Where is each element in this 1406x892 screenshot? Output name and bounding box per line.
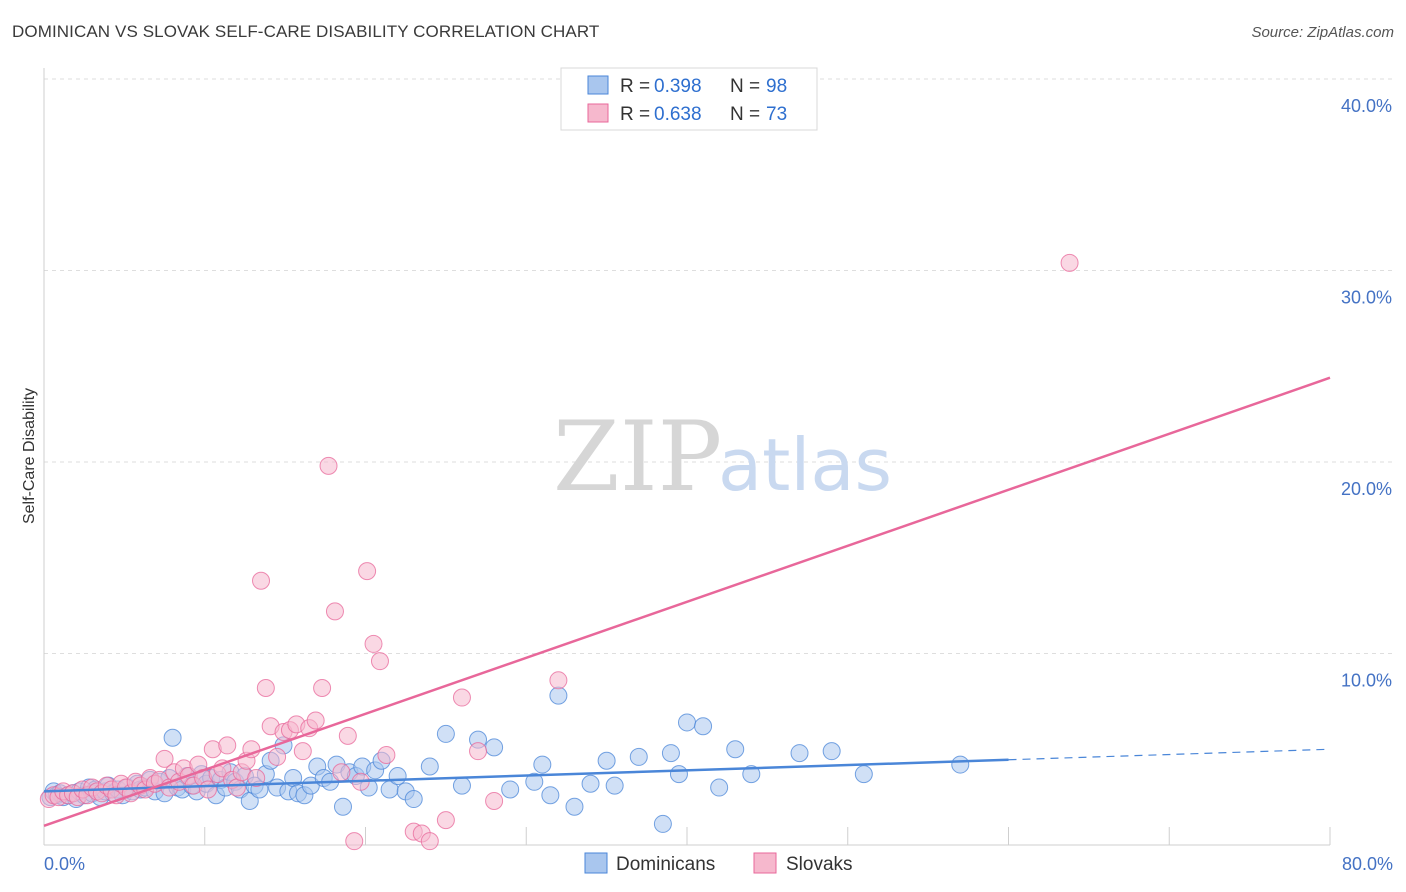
- slovak-point: [420, 832, 439, 851]
- dominican-point: [525, 772, 544, 791]
- slovak-point: [452, 688, 471, 707]
- dominican-point: [822, 742, 841, 761]
- watermark-atlas: atlas: [718, 423, 892, 507]
- dominican-point: [485, 738, 504, 757]
- slovak-point: [485, 791, 504, 810]
- slovak-point: [313, 678, 332, 697]
- legend-swatch-slovaks: [587, 103, 609, 123]
- slovak-point: [293, 742, 312, 761]
- slovak-point: [364, 634, 383, 653]
- dominican-point: [565, 797, 584, 816]
- dominican-point: [694, 717, 713, 736]
- slovak-point: [227, 778, 246, 797]
- slovak-point: [469, 742, 488, 761]
- slovaks-trend-line: [43, 376, 1331, 828]
- dominican-point: [742, 765, 761, 784]
- dominican-point: [436, 724, 455, 743]
- legend-n-value-dominicans: 98: [766, 76, 787, 97]
- slovak-point: [549, 671, 568, 690]
- dominican-point: [541, 786, 560, 805]
- legend-r-value-slovaks: 0.638: [654, 104, 702, 125]
- y-tick-label: 40.0%: [1341, 96, 1392, 116]
- dominican-point: [388, 767, 407, 786]
- slovak-point: [377, 745, 396, 764]
- legend-n-value-slovaks: 73: [766, 104, 787, 125]
- slovak-point: [268, 747, 287, 766]
- legend-n-label-slovaks: N =: [730, 104, 760, 125]
- y-tick-label: 10.0%: [1341, 671, 1392, 691]
- chart-source: Source: ZipAtlas.com: [1251, 24, 1394, 41]
- dominican-point: [790, 744, 809, 763]
- slovak-point: [218, 736, 237, 755]
- slovak-point: [247, 768, 266, 787]
- ticks-layer: 10.0% 20.0% 30.0% 40.0% 0.0% 80.0%: [44, 96, 1393, 874]
- slovak-point: [306, 711, 325, 730]
- dominican-point: [710, 778, 729, 797]
- axes-layer: [43, 68, 1331, 846]
- slovak-point: [332, 763, 351, 782]
- dominican-point: [581, 774, 600, 793]
- dominican-point: [629, 747, 648, 766]
- bottom-legend: Dominicans Slovaks: [584, 852, 853, 875]
- slovak-point: [256, 678, 275, 697]
- dominican-point: [501, 780, 520, 799]
- dominicans-trend-line-extension: [1008, 748, 1331, 761]
- slovak-point: [345, 832, 364, 851]
- x-tick-label: 0.0%: [44, 854, 85, 874]
- dominican-point: [661, 744, 680, 763]
- dominican-point: [678, 713, 696, 732]
- legend-r-label-slovaks: R =: [620, 104, 650, 125]
- dominican-point: [533, 755, 552, 774]
- x-tick-label: 80.0%: [1342, 854, 1393, 874]
- dominican-point: [452, 776, 471, 795]
- dominican-point: [549, 686, 568, 705]
- legend-n-label-dominicans: N =: [730, 76, 760, 97]
- dominican-point: [163, 728, 182, 747]
- dominicans-trend-line: [43, 758, 1009, 793]
- dominican-point: [653, 814, 672, 833]
- legend-r-label-dominicans: R =: [620, 76, 650, 97]
- bottom-legend-label-slovaks: Slovaks: [786, 854, 853, 875]
- dominican-point: [669, 765, 688, 784]
- slovak-point: [338, 726, 357, 745]
- dominican-point: [951, 755, 970, 774]
- dominican-point: [854, 765, 873, 784]
- grid-layer: [44, 78, 1392, 654]
- points-layer: [39, 253, 1079, 851]
- slovak-point: [252, 571, 271, 590]
- slovak-point: [319, 456, 338, 475]
- trend-layer: [43, 376, 1331, 828]
- chart-title: DOMINICAN VS SLOVAK SELF-CARE DISABILITY…: [12, 22, 600, 41]
- top-legend: R = 0.398 N = 98 R = 0.638 N = 73: [560, 67, 818, 131]
- bottom-legend-swatch-slovaks: [753, 852, 777, 874]
- dominican-point: [333, 797, 352, 816]
- legend-r-value-dominicans: 0.398: [654, 76, 702, 97]
- slovak-point: [436, 811, 455, 830]
- dominican-point: [404, 790, 423, 809]
- slovak-point: [1060, 253, 1079, 272]
- bottom-legend-swatch-dominicans: [584, 852, 608, 874]
- dominican-point: [597, 751, 616, 770]
- slovak-point: [155, 749, 174, 768]
- watermark-zip: ZIP: [553, 401, 722, 513]
- dominican-point: [605, 776, 624, 795]
- bottom-legend-label-dominicans: Dominicans: [616, 854, 715, 875]
- slovak-point: [358, 562, 377, 581]
- dominican-point: [420, 757, 439, 776]
- y-tick-label: 30.0%: [1341, 288, 1392, 308]
- y-axis-label: Self-Care Disability: [21, 388, 38, 524]
- legend-swatch-dominicans: [587, 75, 609, 95]
- slovak-point: [198, 780, 217, 799]
- y-tick-label: 20.0%: [1341, 479, 1392, 499]
- slovak-point: [370, 652, 389, 671]
- slovak-point: [242, 740, 261, 759]
- dominican-point: [726, 740, 745, 759]
- slovak-point: [325, 602, 344, 621]
